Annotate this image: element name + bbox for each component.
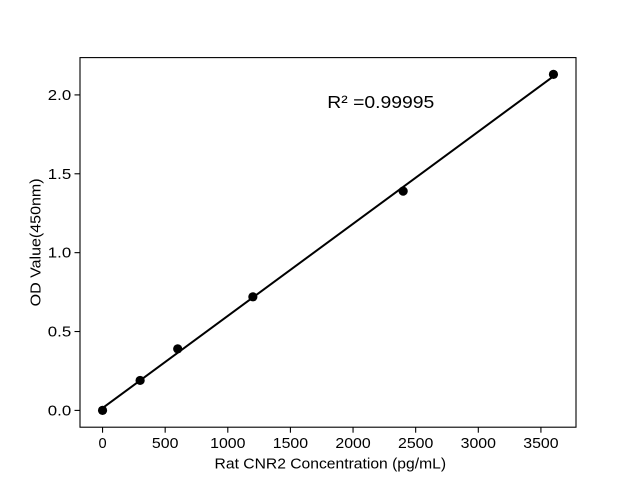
svg-text:2500: 2500 [398, 436, 433, 452]
svg-text:1500: 1500 [273, 436, 308, 452]
svg-text:R² =0.99995: R² =0.99995 [327, 92, 434, 112]
svg-text:2000: 2000 [335, 436, 370, 452]
svg-text:1.5: 1.5 [48, 167, 71, 183]
svg-text:2.0: 2.0 [48, 88, 71, 104]
svg-text:3500: 3500 [523, 436, 558, 452]
svg-text:1000: 1000 [210, 436, 245, 452]
svg-text:1.0: 1.0 [48, 246, 71, 262]
svg-text:Rat CNR2 Concentration (pg/mL): Rat CNR2 Concentration (pg/mL) [215, 456, 447, 472]
svg-text:0.5: 0.5 [48, 325, 71, 341]
svg-text:500: 500 [152, 436, 179, 452]
svg-text:OD Value(450nm): OD Value(450nm) [29, 178, 45, 306]
svg-text:3000: 3000 [461, 436, 496, 452]
svg-text:0: 0 [98, 436, 106, 452]
svg-text:0.0: 0.0 [48, 403, 71, 419]
